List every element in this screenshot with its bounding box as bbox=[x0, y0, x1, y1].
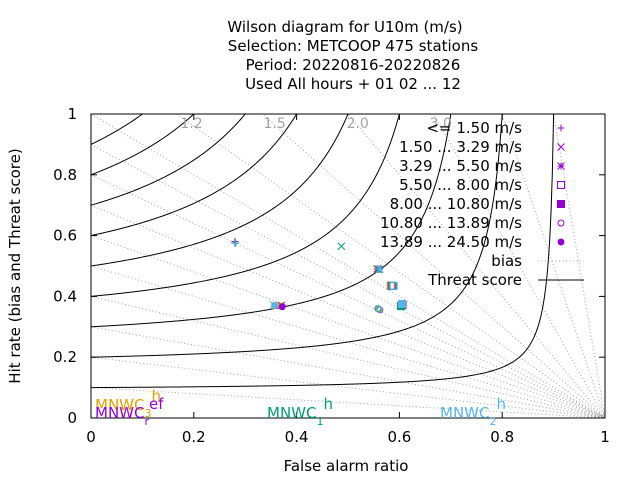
bias-label: 1.2 bbox=[180, 116, 202, 132]
y-tick-label: 0 bbox=[67, 409, 77, 427]
bias-label: 3.0 bbox=[430, 116, 452, 132]
data-point bbox=[374, 305, 382, 313]
x-axis-label: False alarm ratio bbox=[284, 457, 409, 475]
model-label: MNWC1h bbox=[267, 395, 333, 428]
title-line: Selection: METCOOP 475 stations bbox=[228, 37, 479, 55]
data-point bbox=[278, 303, 286, 311]
legend-label: 5.50 ... 8.00 m/s bbox=[399, 176, 522, 194]
threat-score-curve bbox=[91, 114, 400, 297]
legend-label: 1.50 ... 3.29 m/s bbox=[399, 138, 522, 156]
marker-cross bbox=[557, 143, 565, 151]
data-points bbox=[231, 238, 407, 314]
marker-circle bbox=[374, 305, 382, 313]
title-line: Wilson diagram for U10m (m/s) bbox=[227, 18, 462, 36]
bias-label: 2.0 bbox=[347, 116, 369, 132]
threat-score-curve bbox=[91, 114, 144, 145]
marker-box-filled bbox=[397, 300, 406, 308]
bias-line bbox=[91, 174, 605, 418]
marker-star bbox=[376, 265, 384, 273]
bias-labels: 1.2 1.5 2.0 3.0 bbox=[180, 116, 452, 132]
bias-line bbox=[91, 387, 605, 418]
marker-box bbox=[389, 281, 398, 290]
data-point bbox=[389, 281, 398, 290]
bias-line bbox=[175, 114, 605, 418]
marker-circle bbox=[557, 219, 565, 227]
y-tick-label: 0.4 bbox=[53, 287, 77, 305]
chart-title: Wilson diagram for U10m (m/s) Selection:… bbox=[227, 18, 478, 93]
marker-plus bbox=[232, 239, 240, 247]
bias-line bbox=[91, 356, 605, 418]
x-tick-label: 0.4 bbox=[285, 428, 309, 446]
bias-line bbox=[91, 204, 605, 418]
bias-line bbox=[261, 114, 605, 418]
legend-label: 13.89 ... 24.50 m/s bbox=[380, 233, 522, 251]
marker-box-filled bbox=[557, 200, 565, 208]
data-point bbox=[337, 242, 346, 251]
threat-score-curve bbox=[91, 114, 298, 237]
legend-label: <= 1.50 m/s bbox=[426, 119, 522, 137]
data-point bbox=[376, 265, 384, 273]
marker-star bbox=[557, 162, 565, 170]
threat-score-curve bbox=[91, 114, 503, 358]
bias-line bbox=[91, 114, 605, 418]
legend-label: bias bbox=[491, 252, 522, 270]
model-label: MNWC3h bbox=[95, 387, 161, 420]
threat-score-curves bbox=[91, 114, 555, 389]
marker-circle-filled bbox=[278, 303, 286, 311]
threat-score-curve bbox=[91, 114, 246, 206]
y-tick-label: 0.2 bbox=[53, 348, 77, 366]
y-tick-label: 1 bbox=[67, 105, 77, 123]
y-tick-label: 0.8 bbox=[53, 166, 77, 184]
title-line: Period: 20220816-20220826 bbox=[246, 56, 461, 74]
x-tick-label: 0.6 bbox=[387, 428, 411, 446]
marker-circle-filled bbox=[271, 302, 278, 309]
model-label: MNWCref bbox=[95, 395, 164, 428]
y-axis-label: Hit rate (bias and Threat score) bbox=[6, 148, 24, 383]
y-tick-label: 0.6 bbox=[53, 227, 77, 245]
data-point bbox=[397, 300, 406, 308]
legend-label: 10.80 ... 13.89 m/s bbox=[380, 214, 522, 232]
legend: <= 1.50 m/s1.50 ... 3.29 m/s3.29 ... 5.5… bbox=[380, 119, 584, 289]
x-tick-label: 1 bbox=[600, 428, 610, 446]
marker-box bbox=[557, 181, 565, 189]
marker-plus bbox=[557, 124, 565, 132]
threat-score-curve bbox=[91, 114, 555, 389]
threat-score-curve bbox=[91, 114, 349, 267]
marker-circle bbox=[375, 305, 383, 313]
axes: 0 0.2 0.4 0.6 0.8 1 0 0.2 0.4 0.6 0.8 1 bbox=[53, 105, 610, 446]
marker-cross bbox=[337, 242, 346, 251]
legend-label: 3.29 ... 5.50 m/s bbox=[399, 157, 522, 175]
plot-frame bbox=[90, 113, 606, 419]
data-point bbox=[375, 305, 383, 313]
legend-label: 8.00 ... 10.80 m/s bbox=[390, 195, 523, 213]
bias-line bbox=[91, 295, 605, 418]
x-tick-label: 0.2 bbox=[182, 428, 206, 446]
marker-circle-filled bbox=[557, 238, 565, 246]
bias-line bbox=[91, 143, 605, 418]
x-tick-label: 0.8 bbox=[490, 428, 514, 446]
bias-line bbox=[433, 114, 605, 418]
legend-label: Threat score bbox=[427, 271, 522, 289]
x-tick-label: 0 bbox=[86, 428, 96, 446]
threat-score-curve bbox=[91, 114, 195, 176]
title-line: Used All hours + 01 02 ... 12 bbox=[245, 75, 461, 93]
bias-line bbox=[91, 235, 605, 418]
bias-label: 1.5 bbox=[263, 116, 285, 132]
data-point bbox=[271, 302, 278, 309]
model-label: MNWC2h bbox=[440, 395, 506, 428]
bias-line bbox=[501, 114, 605, 418]
data-point bbox=[232, 239, 240, 247]
